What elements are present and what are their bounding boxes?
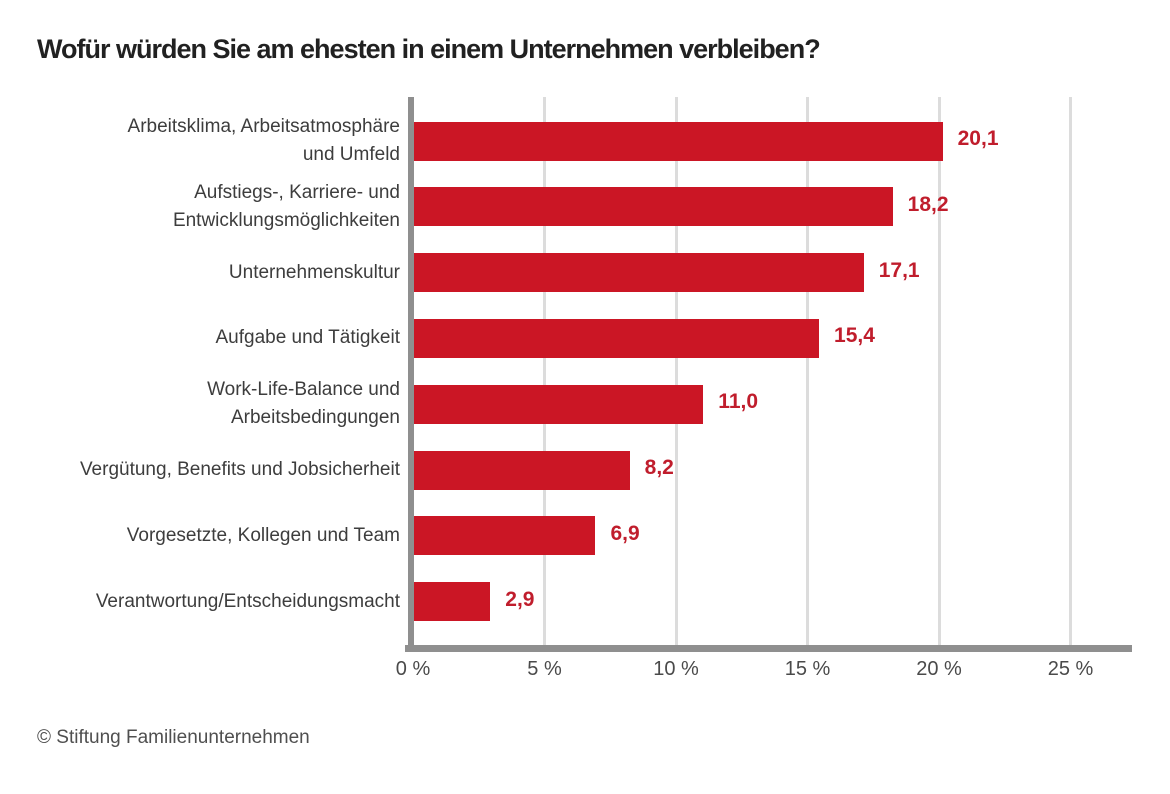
gridline-20pct bbox=[937, 97, 941, 648]
chart-title: Wofür würden Sie am ehesten in einem Unt… bbox=[37, 34, 821, 64]
category-label: Aufstiegs-, Karriere- und Entwicklungsmö… bbox=[172, 181, 400, 231]
gridline-25pct bbox=[1069, 97, 1072, 648]
bar bbox=[414, 318, 820, 358]
bar bbox=[414, 450, 630, 490]
bar-value-label: 11,0 bbox=[718, 390, 759, 414]
category-label: Work-Life-Balance und Arbeitsbedingungen bbox=[207, 379, 400, 429]
category-label: Aufgabe und Tätigkeit bbox=[215, 327, 400, 349]
x-tick-label: 0 % bbox=[395, 658, 431, 680]
bar-value-label: 8,2 bbox=[644, 456, 674, 479]
x-tick-label: 20 % bbox=[916, 658, 962, 680]
x-tick-label: 5 % bbox=[527, 658, 562, 680]
bar bbox=[414, 187, 893, 227]
x-axis-line bbox=[405, 645, 1132, 652]
category-label: Vergütung, Benefits und Jobsicherheit bbox=[79, 459, 400, 480]
category-label: Vorgesetzte, Kollegen und Team bbox=[126, 524, 400, 546]
gridline-5pct bbox=[543, 97, 546, 648]
bar bbox=[414, 253, 864, 293]
source-credit: © Stiftung Familienunternehmen bbox=[37, 727, 310, 748]
bar-value-label: 6,9 bbox=[610, 521, 640, 545]
category-label: Unternehmenskultur bbox=[228, 261, 400, 283]
x-tick-label: 15 % bbox=[784, 658, 831, 680]
bar-value-label: 15,4 bbox=[834, 324, 875, 348]
gridline-15pct bbox=[806, 97, 809, 648]
category-label: Arbeitsklima, Arbeitsatmosphäre und Umfe… bbox=[127, 116, 400, 165]
bar bbox=[414, 384, 704, 424]
x-tick-label: 10 % bbox=[653, 658, 699, 680]
bar bbox=[414, 582, 491, 622]
bar-value-label: 18,2 bbox=[907, 192, 949, 216]
x-tick-label: 25 % bbox=[1047, 658, 1094, 680]
bar bbox=[414, 516, 596, 556]
bar-value-label: 20,1 bbox=[957, 127, 999, 150]
category-label: Verantwortung/Entscheidungsmacht bbox=[95, 590, 400, 612]
gridline-10pct bbox=[674, 97, 678, 648]
y-axis-line bbox=[408, 97, 414, 651]
bar bbox=[414, 121, 943, 161]
bar-value-label: 2,9 bbox=[505, 587, 535, 611]
bar-value-label: 17,1 bbox=[878, 258, 920, 282]
